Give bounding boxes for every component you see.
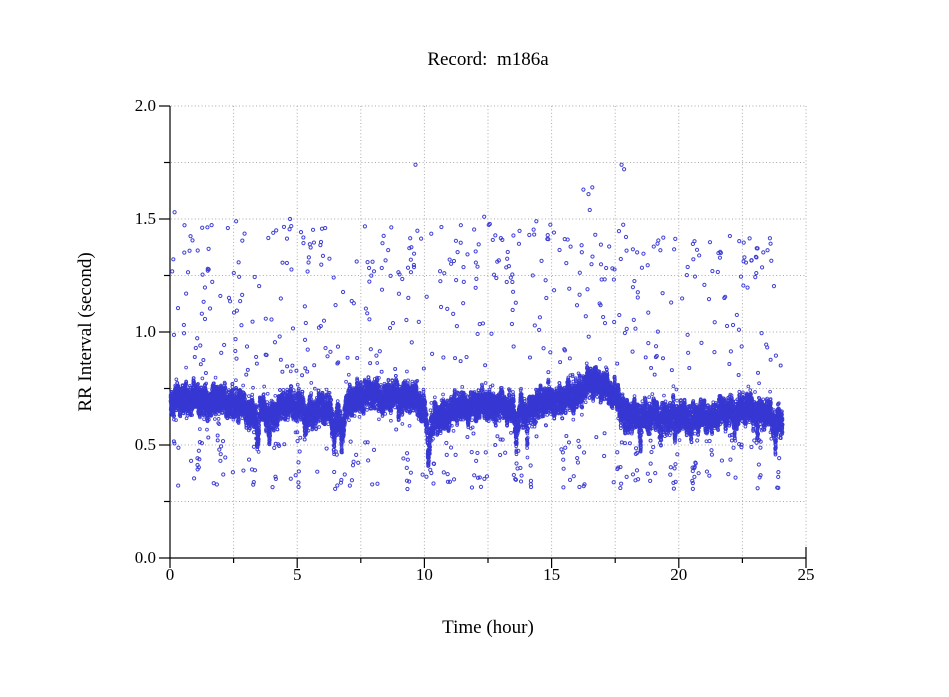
y-axis-label: RR Interval (second) <box>75 252 96 412</box>
x-axis-label: Time (hour) <box>442 617 534 638</box>
y-tick-label: 1.5 <box>134 209 156 228</box>
y-tick-label: 1.0 <box>134 322 156 341</box>
chart-title: Record: m186a <box>427 49 549 70</box>
x-tick-label: 20 <box>670 565 688 584</box>
x-tick-label: 15 <box>543 565 561 584</box>
x-tick-label: 25 <box>797 565 815 584</box>
x-tick-label: 10 <box>415 565 433 584</box>
y-tick-label: 0.5 <box>134 435 156 454</box>
y-tick-label: 2.0 <box>134 96 156 115</box>
y-tick-label: 0.0 <box>134 548 156 567</box>
x-tick-label: 5 <box>292 565 302 584</box>
x-tick-label: 0 <box>165 565 175 584</box>
